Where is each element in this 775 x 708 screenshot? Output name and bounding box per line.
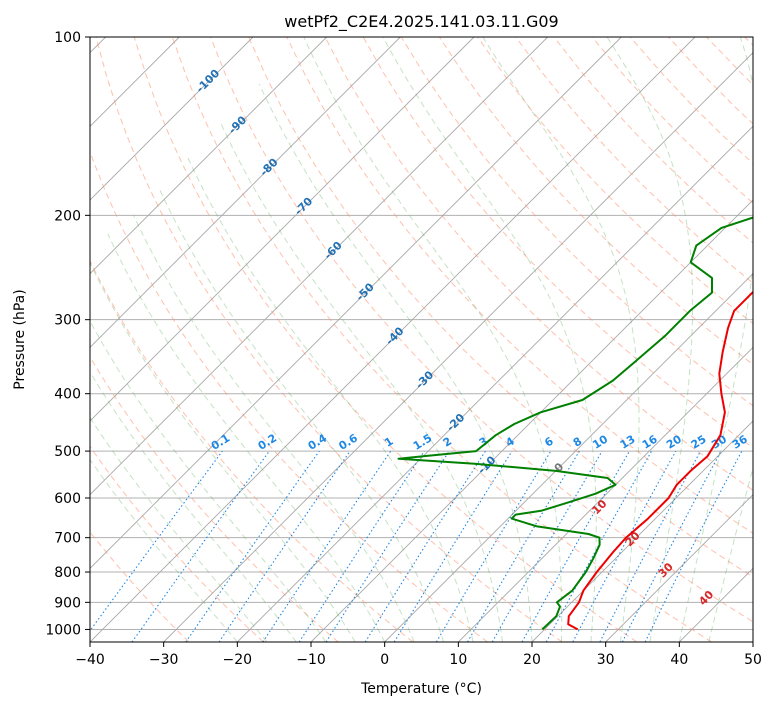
x-tick-label: 0 [380, 652, 389, 668]
dewpoint-profile-line [397, 216, 753, 631]
temperature-profile-line [567, 290, 753, 631]
isotherm-line [384, 273, 753, 642]
x-tick-label: 20 [523, 652, 541, 668]
moist-adiabat-line [90, 458, 238, 642]
moist-adiabat-line [90, 261, 356, 642]
mixing-ratio-line [298, 450, 425, 642]
y-tick-label: 900 [54, 595, 81, 611]
dry-adiabat-line [248, 37, 753, 578]
mixing-ratio-line [218, 450, 351, 642]
y-tick-label: 300 [54, 313, 81, 329]
moist-adiabat-line [107, 233, 386, 642]
moist-adiabat-line [158, 187, 445, 642]
isotherm-line [237, 125, 753, 642]
moist-adiabat-line [482, 37, 640, 642]
dry-adiabat-line [95, 37, 563, 642]
dry-adiabat-line [171, 37, 712, 642]
isotherm-line [605, 494, 753, 642]
moist-adiabat-line [606, 37, 694, 642]
y-tick-label: 600 [54, 491, 81, 507]
dry-adiabat-line [90, 259, 414, 642]
isotherm-line [90, 37, 401, 348]
mixing-ratio-line [131, 450, 270, 642]
isotherm-line [90, 37, 475, 422]
mixing-ratio-line [572, 450, 677, 642]
y-axis-label: Pressure (hPa) [12, 289, 28, 389]
x-tick-label: −20 [223, 652, 253, 668]
moist-adiabat-line [90, 370, 297, 642]
isotherm-line [458, 346, 753, 642]
x-tick-label: −40 [75, 652, 105, 668]
x-tick-label: 10 [449, 652, 467, 668]
moist-adiabat-line [133, 215, 415, 642]
isotherm-line [90, 37, 696, 642]
axis-ticks: −40 −30 −20 −10 0 10 20 30 40 50 100 200 300 400 500 60… [45, 30, 762, 668]
plot-frame [89, 36, 754, 643]
mixing-ratio-line [90, 450, 223, 632]
isotherm-line [90, 37, 254, 201]
x-tick-label: 50 [744, 652, 762, 668]
moist-adiabat-line [708, 465, 753, 642]
isotherm-line [90, 37, 622, 569]
y-tick-label: 800 [54, 565, 81, 581]
mixing-ratio-line [185, 450, 320, 642]
isotherm-line [90, 37, 327, 275]
x-tick-label: −10 [296, 652, 326, 668]
moist-adiabat-line [90, 320, 327, 642]
moist-adiabat-line [90, 416, 268, 642]
x-tick-label: 30 [597, 652, 615, 668]
dry-adiabat-line [515, 37, 753, 284]
mixing-ratio-line [521, 450, 630, 642]
x-tick-label: −30 [149, 652, 179, 668]
dry-adiabat-line [286, 37, 753, 534]
mixing-ratio-line [262, 450, 392, 642]
dry-adiabat-line [324, 37, 753, 491]
y-tick-label: 500 [54, 444, 81, 460]
y-tick-label: 100 [54, 30, 81, 46]
mixing-ratio-line [644, 450, 743, 642]
dry-adiabat-line [133, 37, 638, 642]
y-tick-label: 700 [54, 531, 81, 547]
y-tick-label: 1000 [45, 622, 81, 638]
chart-title: wetPf2_C2E4.2025.141.03.11.G09 [284, 12, 558, 32]
x-tick-label: 40 [670, 652, 688, 668]
isotherm-line [90, 37, 548, 496]
mixing-ratio-line [393, 450, 513, 642]
y-tick-label: 400 [54, 387, 81, 403]
dry-adiabat-line [90, 445, 264, 642]
moist-adiabat-line [382, 37, 597, 642]
dry-adiabat-line [210, 37, 753, 623]
dry-adiabat-line [90, 356, 339, 642]
moist-adiabat-line [258, 83, 533, 642]
mixing-ratio-line [325, 450, 450, 642]
isotherm-line [163, 52, 753, 642]
moist-adiabat-line [678, 37, 753, 642]
mixing-ratio-line [545, 450, 653, 642]
y-tick-label: 200 [54, 208, 81, 224]
x-axis-label: Temperature (°C) [360, 681, 482, 697]
moist-adiabat-line [220, 123, 503, 642]
isotherm-line [531, 420, 753, 642]
